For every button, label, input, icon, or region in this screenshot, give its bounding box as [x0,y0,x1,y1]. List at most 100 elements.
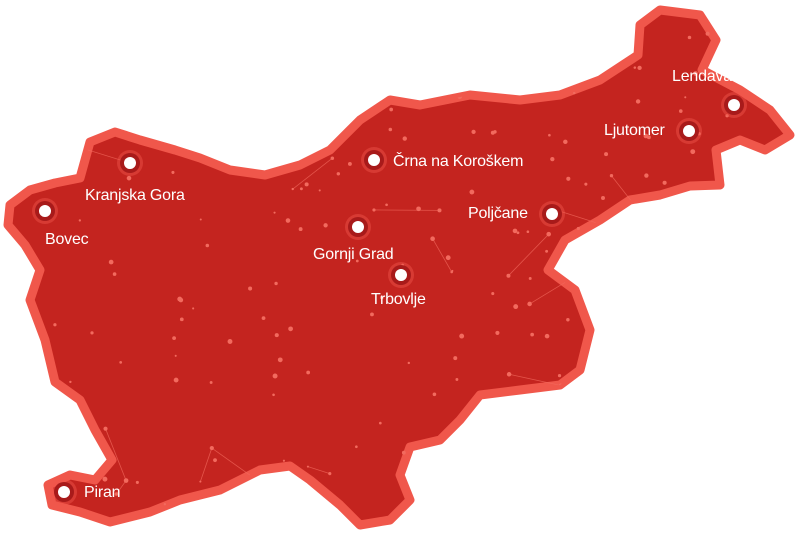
network-node [783,51,788,55]
network-node [603,502,608,508]
city-marker-ljutomer[interactable] [676,118,702,144]
network-node [165,80,171,85]
network-node [505,86,509,90]
network-node [515,82,519,85]
city-label-bovec: Bovec [45,231,89,248]
network-node [43,99,48,105]
network-node [26,139,30,142]
network-node [526,230,530,234]
network-node [68,52,74,58]
city-marker-piran[interactable] [51,479,77,505]
city-marker-polj-ane[interactable] [539,201,565,227]
network-node [528,277,532,280]
network-node [388,127,393,132]
network-node [563,139,568,145]
network-node [274,333,279,338]
network-line [509,373,562,386]
network-line [502,23,508,88]
network-node [211,126,215,130]
network-node [379,295,384,300]
city-marker-lendava[interactable] [721,92,747,118]
network-node [430,236,435,242]
city-marker--rna-na-koro-kem[interactable] [361,147,387,173]
network-node [342,110,347,115]
network-node [18,79,24,84]
network-node [493,130,497,134]
network-node [512,228,518,234]
network-node [389,107,394,112]
network-node [114,39,119,44]
network-node [754,290,757,293]
network-node [599,287,604,292]
network-node [102,476,108,482]
network-node [684,412,690,417]
city-label-kranjska-gora: Kranjska Gora [85,187,185,204]
network-node [516,231,520,235]
city-marker-trbovlje[interactable] [388,262,414,288]
network-node [471,129,476,134]
network-node [355,259,359,263]
network-node [718,356,724,362]
network-node [557,373,562,378]
network-node [687,35,692,40]
network-node [508,478,513,483]
network-node [588,260,593,264]
network-node [576,467,579,470]
city-marker-gornji-grad[interactable] [345,214,371,240]
network-node [716,245,720,248]
network-line [631,433,634,459]
network-line [502,22,518,84]
network-node [152,71,157,77]
network-node [242,132,246,136]
network-node [199,480,202,483]
network-node [306,465,309,468]
network-node [611,499,615,503]
network-node [580,282,583,286]
network-node [684,423,689,428]
city-marker-bovec[interactable] [32,198,58,224]
network-node [606,224,611,229]
network-node [410,75,413,78]
network-node [684,96,687,99]
network-node [293,52,298,58]
network-node [601,196,605,201]
network-node [662,180,667,185]
network-node [172,336,176,341]
network-node [759,417,764,422]
network-line [684,335,721,360]
network-node [53,323,57,327]
network-node [710,429,714,432]
network-node [114,492,119,496]
network-node [323,23,328,28]
city-marker-kranjska-gora[interactable] [117,150,143,176]
network-node [453,356,458,361]
network-node [179,73,183,77]
network-node [246,141,252,146]
network-node [205,243,210,248]
network-node [578,270,583,276]
network-node [501,444,505,448]
network-node [76,13,82,19]
network-line [167,82,214,128]
network-node [79,67,85,72]
network-node [171,170,175,174]
network-node [616,398,622,404]
network-node [199,218,202,221]
network-node [725,114,729,118]
network-node [62,150,68,156]
network-node [693,71,698,76]
network-node [60,35,65,40]
network-node [288,326,293,332]
network-node [192,307,195,310]
network-node [609,174,614,178]
network-node [90,331,94,335]
network-node [323,108,326,111]
network-node [720,471,725,476]
network-line [116,40,152,55]
network-node [168,25,173,29]
network-node [728,360,734,365]
city-label--rna-na-koro-kem: Črna na Koroškem [393,153,524,170]
network-node [179,317,184,322]
network-node [401,450,406,455]
